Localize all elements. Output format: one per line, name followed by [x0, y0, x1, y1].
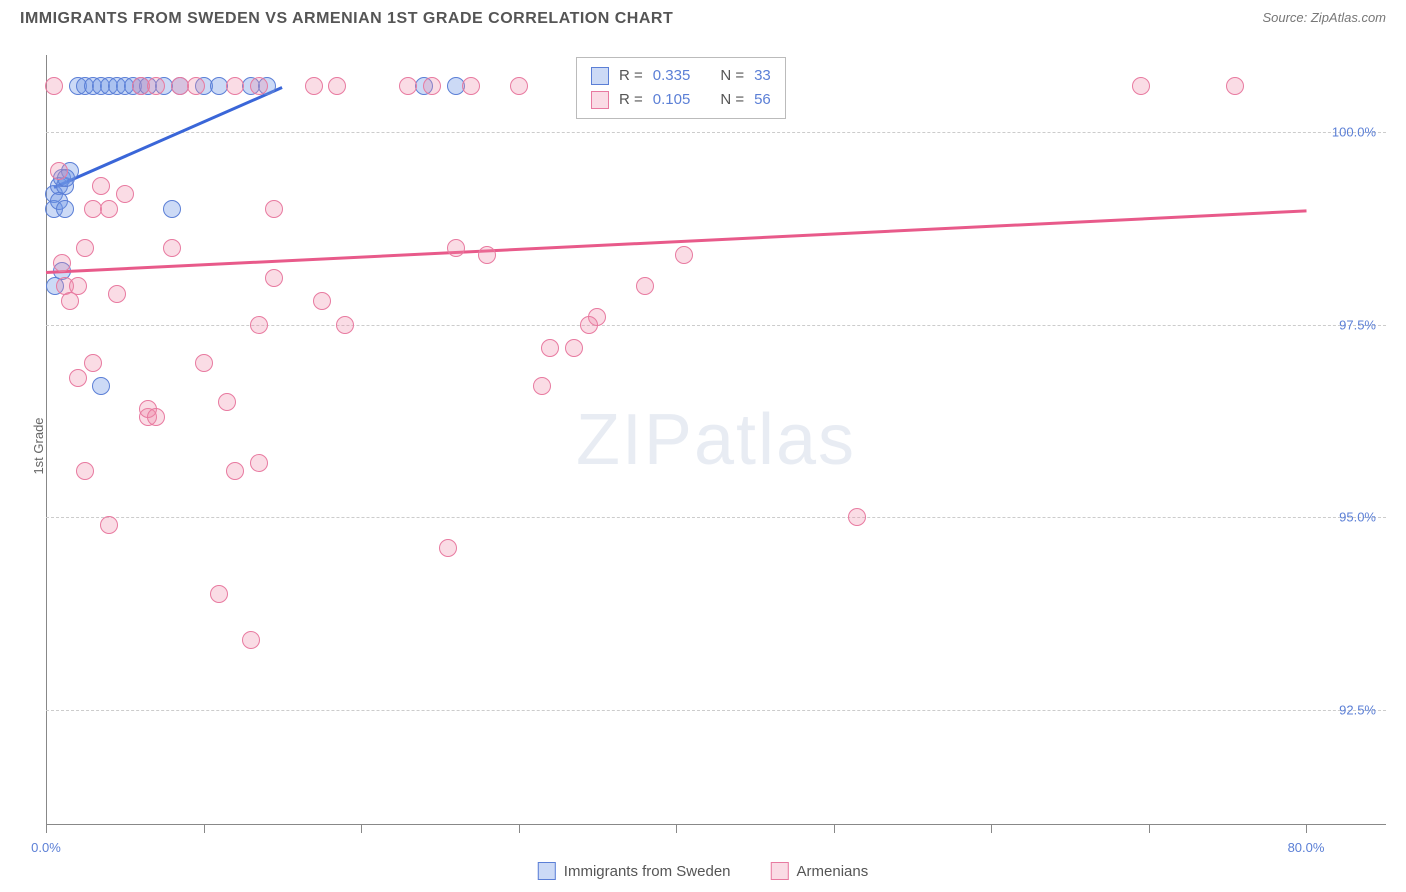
data-point-armenian — [61, 292, 79, 310]
data-point-armenian — [305, 77, 323, 95]
stats-legend: R = 0.335 N = 33 R = 0.105 N = 56 — [576, 57, 786, 119]
data-point-armenian — [510, 77, 528, 95]
trend-line-armenian — [46, 209, 1306, 273]
data-point-armenian — [69, 277, 87, 295]
gridline — [46, 517, 1386, 518]
x-tick — [1149, 825, 1150, 833]
data-point-sweden — [56, 200, 74, 218]
x-tick — [204, 825, 205, 833]
data-point-armenian — [399, 77, 417, 95]
gridline — [46, 325, 1386, 326]
data-point-armenian — [45, 77, 63, 95]
r-value-1: 0.335 — [653, 64, 691, 88]
data-point-armenian — [163, 239, 181, 257]
bottom-legend-item-armenian: Armenians — [771, 862, 869, 880]
data-point-armenian — [447, 239, 465, 257]
data-point-armenian — [250, 316, 268, 334]
x-tick — [46, 825, 47, 833]
data-point-armenian — [336, 316, 354, 334]
data-point-armenian — [423, 77, 441, 95]
n-value-1: 33 — [754, 64, 771, 88]
legend-swatch-armenian — [591, 91, 609, 109]
x-tick — [991, 825, 992, 833]
y-tick-label: 92.5% — [1339, 702, 1376, 717]
x-tick-label: 0.0% — [31, 840, 61, 855]
data-point-armenian — [195, 354, 213, 372]
data-point-armenian — [108, 285, 126, 303]
n-label-2: N = — [720, 88, 744, 112]
data-point-armenian — [147, 77, 165, 95]
data-point-armenian — [265, 200, 283, 218]
legend-swatch-sweden — [591, 67, 609, 85]
bottom-legend-label-armenian: Armenians — [797, 863, 869, 880]
data-point-armenian — [76, 462, 94, 480]
data-point-armenian — [439, 539, 457, 557]
x-tick — [676, 825, 677, 833]
chart-title: IMMIGRANTS FROM SWEDEN VS ARMENIAN 1ST G… — [20, 10, 673, 28]
data-point-armenian — [187, 77, 205, 95]
bottom-legend: Immigrants from Sweden Armenians — [538, 862, 868, 880]
x-tick — [361, 825, 362, 833]
data-point-armenian — [210, 585, 228, 603]
data-point-armenian — [100, 516, 118, 534]
data-point-armenian — [50, 162, 68, 180]
data-point-armenian — [328, 77, 346, 95]
chart-plot-area: 92.5%95.0%97.5%100.0%0.0%80.0% ZIPatlas … — [46, 55, 1386, 825]
data-point-armenian — [250, 454, 268, 472]
y-tick-label: 95.0% — [1339, 510, 1376, 525]
data-point-armenian — [218, 393, 236, 411]
data-point-armenian — [265, 269, 283, 287]
data-point-armenian — [848, 508, 866, 526]
n-value-2: 56 — [754, 88, 771, 112]
y-axis-label: 1st Grade — [31, 417, 46, 474]
n-label-1: N = — [720, 64, 744, 88]
data-point-armenian — [313, 292, 331, 310]
stats-legend-row-2: R = 0.105 N = 56 — [591, 88, 771, 112]
data-point-armenian — [636, 277, 654, 295]
gridline — [46, 710, 1386, 711]
x-tick — [1306, 825, 1307, 833]
data-point-armenian — [69, 369, 87, 387]
x-tick — [519, 825, 520, 833]
data-point-armenian — [541, 339, 559, 357]
bottom-legend-label-sweden: Immigrants from Sweden — [564, 863, 731, 880]
stats-legend-row-1: R = 0.335 N = 33 — [591, 64, 771, 88]
data-point-armenian — [462, 77, 480, 95]
r-value-2: 0.105 — [653, 88, 691, 112]
data-point-armenian — [565, 339, 583, 357]
data-point-armenian — [92, 177, 110, 195]
data-point-armenian — [226, 462, 244, 480]
bottom-swatch-armenian — [771, 862, 789, 880]
bottom-swatch-sweden — [538, 862, 556, 880]
data-point-armenian — [250, 77, 268, 95]
data-point-armenian — [1132, 77, 1150, 95]
data-point-armenian — [478, 246, 496, 264]
data-point-armenian — [84, 354, 102, 372]
source-attribution: Source: ZipAtlas.com — [1262, 10, 1386, 25]
plot-layer: 92.5%95.0%97.5%100.0%0.0%80.0% — [46, 55, 1386, 825]
data-point-sweden — [92, 377, 110, 395]
x-tick-label: 80.0% — [1288, 840, 1325, 855]
data-point-armenian — [76, 239, 94, 257]
r-label-2: R = — [619, 88, 643, 112]
data-point-sweden — [163, 200, 181, 218]
data-point-armenian — [1226, 77, 1244, 95]
trend-line-sweden — [53, 86, 283, 189]
data-point-armenian — [53, 254, 71, 272]
data-point-armenian — [533, 377, 551, 395]
y-tick-label: 97.5% — [1339, 317, 1376, 332]
data-point-armenian — [100, 200, 118, 218]
data-point-armenian — [675, 246, 693, 264]
y-tick-label: 100.0% — [1332, 125, 1376, 140]
x-tick — [834, 825, 835, 833]
bottom-legend-item-sweden: Immigrants from Sweden — [538, 862, 731, 880]
data-point-armenian — [116, 185, 134, 203]
r-label-1: R = — [619, 64, 643, 88]
gridline — [46, 132, 1386, 133]
data-point-armenian — [242, 631, 260, 649]
data-point-armenian — [580, 316, 598, 334]
data-point-armenian — [226, 77, 244, 95]
data-point-armenian — [147, 408, 165, 426]
